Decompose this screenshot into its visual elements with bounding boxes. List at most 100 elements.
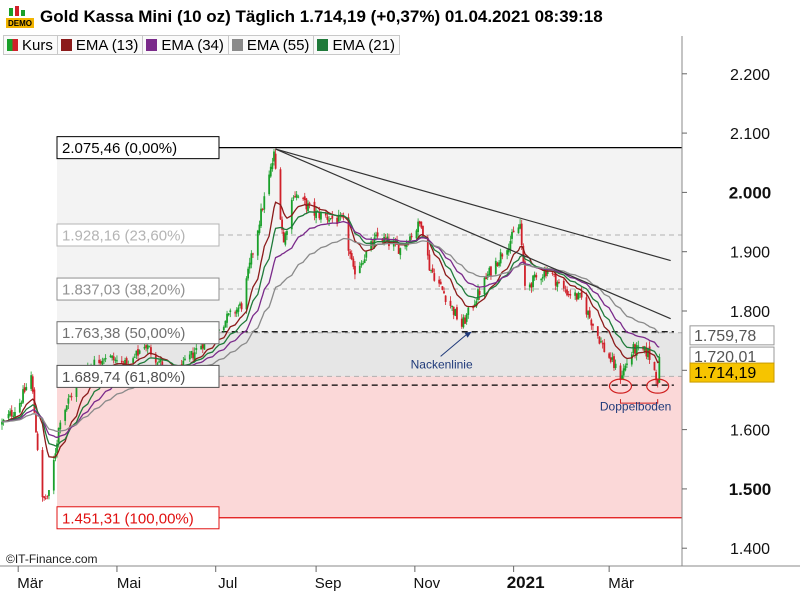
- candle-body: [116, 360, 118, 362]
- legend-item-ema55[interactable]: EMA (55): [227, 35, 315, 55]
- fibonacci-label-box: [56, 321, 220, 345]
- x-tick-label: Mär: [608, 575, 634, 592]
- candle-body: [237, 307, 240, 312]
- fibonacci-label: 1.837,03 (38,20%): [62, 282, 185, 299]
- candle-body: [69, 396, 71, 398]
- candle-body: [587, 311, 589, 315]
- candle-body: [12, 415, 15, 417]
- candle-body: [156, 363, 159, 365]
- candle-body: [619, 365, 622, 381]
- legend-item-ema13[interactable]: EMA (13): [56, 35, 144, 55]
- fibonacci-label: 1.763,38 (50,00%): [62, 325, 185, 342]
- candle-body: [10, 409, 13, 417]
- retracement-band-lower: [57, 376, 682, 518]
- candle-body: [36, 433, 39, 450]
- candle-body: [473, 304, 476, 307]
- candle-body: [263, 196, 266, 210]
- candle-body: [48, 490, 50, 496]
- candle-body: [274, 153, 277, 169]
- candle-body: [22, 389, 24, 403]
- candle-body: [511, 232, 513, 239]
- candle-body: [613, 356, 615, 369]
- candle-body: [363, 259, 366, 263]
- candle-body: [658, 357, 661, 383]
- legend-label: EMA (21): [332, 36, 395, 54]
- candle-body: [399, 248, 402, 256]
- candle-body: [533, 274, 536, 278]
- candle-body: [326, 216, 329, 220]
- candle-body: [452, 306, 455, 315]
- axes: 1.4001.5001.6001.7001.8001.9002.0002.100…: [0, 36, 800, 592]
- candle-body: [558, 281, 560, 283]
- candle-body: [297, 196, 300, 198]
- candle-body: [603, 342, 606, 353]
- double-bottom-bracket: [619, 399, 659, 404]
- candle-body: [574, 292, 577, 296]
- candle-body: [324, 213, 327, 216]
- candle-body: [362, 263, 364, 265]
- candle-body: [350, 253, 353, 260]
- candle-body: [567, 293, 570, 295]
- candle-body: [143, 346, 146, 349]
- candle-body: [305, 198, 308, 210]
- candle-body: [336, 217, 339, 224]
- candle-body: [318, 211, 321, 219]
- candle-body: [404, 245, 407, 247]
- candle-body: [256, 230, 259, 256]
- candle-body: [456, 307, 458, 320]
- candle-body: [146, 345, 149, 350]
- candle-body: [271, 163, 274, 169]
- legend-item-ema21[interactable]: EMA (21): [313, 35, 400, 55]
- candle-body: [150, 347, 152, 355]
- candle-body: [566, 289, 568, 296]
- candle-body: [52, 460, 55, 491]
- y-tick-label: 1.600: [730, 423, 770, 440]
- candle-body: [252, 253, 254, 255]
- candle-body: [598, 336, 601, 344]
- candle-body: [1, 421, 3, 425]
- candle-body: [18, 403, 21, 413]
- trendline-1: [275, 148, 671, 262]
- annotation-arrow-line: [440, 332, 469, 357]
- candle-body: [193, 352, 196, 361]
- candle-body: [551, 272, 554, 274]
- candle-body: [441, 286, 444, 290]
- candle-body: [472, 307, 475, 309]
- legend-item-ema34[interactable]: EMA (34): [142, 35, 229, 55]
- price-flag-label: 1.714,19: [694, 365, 756, 382]
- candle-body: [93, 359, 96, 368]
- candle-body: [269, 166, 272, 177]
- candle-body: [540, 279, 543, 281]
- candle-body: [653, 361, 656, 371]
- candle-body: [608, 353, 611, 358]
- chart-title: Gold Kassa Mini (10 oz) Täglich 1.714,19…: [40, 7, 603, 26]
- candle-body: [601, 343, 604, 345]
- annotation-arrow-head: [464, 331, 472, 338]
- candle-body: [224, 320, 227, 328]
- candle-body: [284, 233, 287, 245]
- candle-body: [360, 263, 363, 266]
- candle-body: [420, 221, 423, 228]
- double-bottom-circle: [608, 378, 633, 394]
- price-flag-box: [689, 362, 775, 383]
- candle-body: [449, 300, 452, 306]
- candle-body: [98, 359, 101, 364]
- ema-line-55: [2, 237, 660, 433]
- candle-body: [201, 344, 204, 349]
- y-tick-label: 2.200: [730, 67, 770, 84]
- candle-body: [352, 258, 355, 267]
- candle-body: [260, 208, 262, 226]
- candle-body: [579, 293, 581, 295]
- candle-body: [184, 358, 186, 361]
- candle-body: [354, 265, 356, 275]
- candle-body: [444, 295, 447, 302]
- candle-body: [655, 372, 657, 381]
- candle-body: [496, 262, 499, 266]
- candle-body: [520, 223, 523, 245]
- candle-body: [337, 214, 340, 222]
- candle-body: [65, 405, 68, 411]
- candle-body: [268, 174, 271, 195]
- candle-body: [303, 196, 306, 200]
